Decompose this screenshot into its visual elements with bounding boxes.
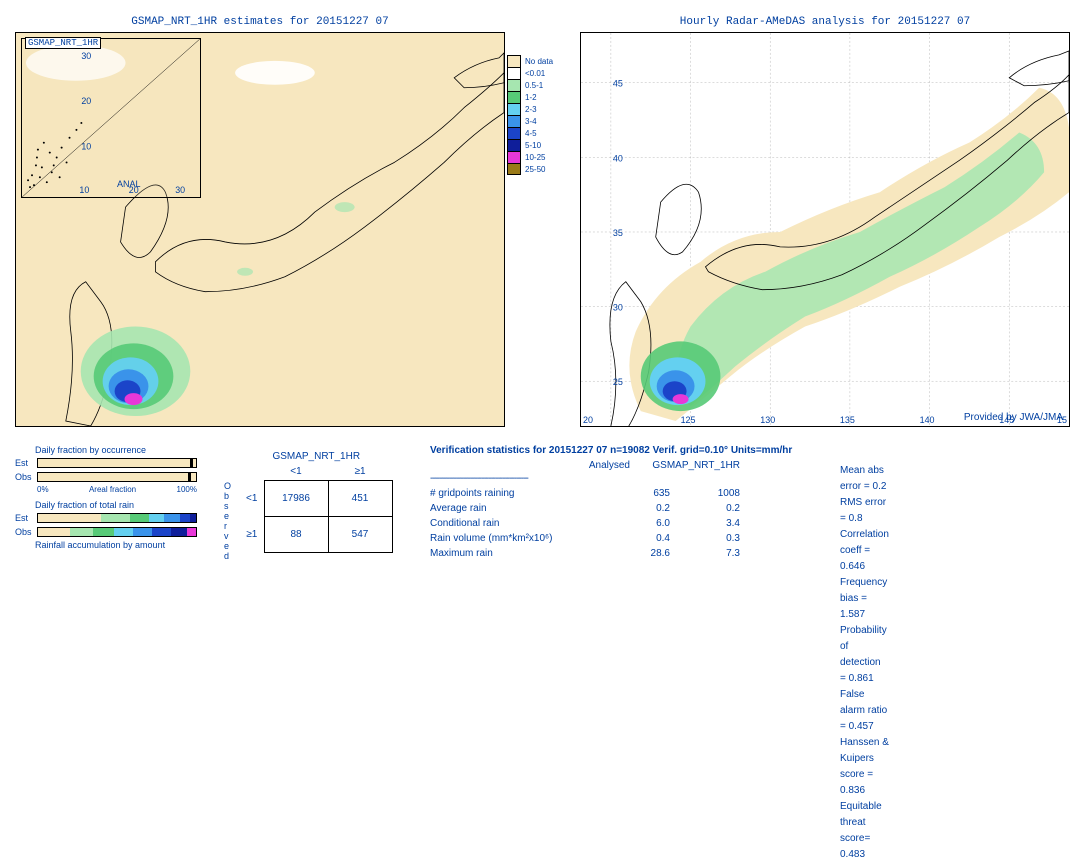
right-panel-title: Hourly Radar-AMeDAS analysis for 2015122… xyxy=(580,16,1070,28)
side-stat-line: Equitable threat score= 0.483 xyxy=(840,799,889,863)
side-stat-line: False alarm ratio = 0.457 xyxy=(840,687,889,735)
stats-row: # gridpoints raining6351008 xyxy=(430,486,792,501)
bar-s1-est xyxy=(37,458,197,468)
stats-row: Average rain0.20.2 xyxy=(430,501,792,516)
bar-label-obs: Obs xyxy=(15,472,37,482)
left-panel-title: GSMAP_NRT_1HR estimates for 20151227 07 xyxy=(15,16,505,28)
contingency-table: GSMAP_NRT_1HR <1 ≥1 <1 17986 451 ≥1 88 5… xyxy=(240,451,393,553)
svg-text:45: 45 xyxy=(613,79,623,89)
svg-text:20: 20 xyxy=(583,415,593,425)
color-legend: No data<0.010.5-11-22-33-44-55-1010-2525… xyxy=(507,55,571,175)
bar-title-2: Daily fraction of total rain xyxy=(35,500,215,510)
ct-cell: 547 xyxy=(328,516,392,552)
side-stat-line: Hanssen & Kuipers score = 0.836 xyxy=(840,735,889,799)
bar-label-est: Est xyxy=(15,458,37,468)
legend-row: No data xyxy=(507,55,571,67)
stats-title: Verification statistics for 20151227 07 … xyxy=(430,445,792,456)
inset-label: GSMAP_NRT_1HR xyxy=(25,37,101,49)
svg-text:135: 135 xyxy=(840,415,855,425)
bar-s1-obs xyxy=(37,472,197,482)
side-stats: Mean abs error = 0.2RMS error = 0.8Corre… xyxy=(840,463,889,863)
bar-s2-est xyxy=(37,513,197,523)
svg-text:40: 40 xyxy=(613,153,623,163)
right-map: 45 40 35 30 25 20 125 130 135 140 145 15… xyxy=(580,32,1070,427)
bar-axis-1: 0% Areal fraction 100% xyxy=(37,485,197,494)
svg-text:140: 140 xyxy=(920,415,935,425)
legend-row: 25-50 xyxy=(507,163,571,175)
svg-text:30: 30 xyxy=(613,303,623,313)
observed-vertical-label: Observed xyxy=(224,481,231,561)
ct-cell: 17986 xyxy=(264,480,328,516)
svg-text:10: 10 xyxy=(79,185,89,195)
left-map-inset: GSMAP_NRT_1HR 30 20 10 10 20 30 ANAL xyxy=(21,38,201,198)
legend-row: 4-5 xyxy=(507,127,571,139)
bar-section: Daily fraction by occurrence Est Obs 0% … xyxy=(15,445,215,552)
legend-row: 10-25 xyxy=(507,151,571,163)
svg-text:10: 10 xyxy=(81,142,91,152)
ct-cell: 88 xyxy=(264,516,328,552)
legend-row: 5-10 xyxy=(507,139,571,151)
legend-row: 0.5-1 xyxy=(507,79,571,91)
inset-anal: ANAL xyxy=(117,179,141,189)
accum-label: Rainfall accumulation by amount xyxy=(35,540,215,550)
left-map: GSMAP_NRT_1HR 30 20 10 10 20 30 ANAL xyxy=(15,32,505,427)
legend-row: <0.01 xyxy=(507,67,571,79)
stats-row: Maximum rain28.67.3 xyxy=(430,546,792,561)
svg-text:20: 20 xyxy=(81,96,91,106)
side-stat-line: RMS error = 0.8 xyxy=(840,495,889,527)
side-stat-line: Frequency bias = 1.587 xyxy=(840,575,889,623)
bar-title-1: Daily fraction by occurrence xyxy=(35,445,215,455)
legend-row: 3-4 xyxy=(507,115,571,127)
stats-row: Rain volume (mm*km²x10⁶)0.40.3 xyxy=(430,531,792,546)
bar-s2-obs xyxy=(37,527,197,537)
stats-block: Verification statistics for 20151227 07 … xyxy=(430,445,792,561)
ct-cell: 451 xyxy=(328,480,392,516)
legend-row: 1-2 xyxy=(507,91,571,103)
svg-text:35: 35 xyxy=(613,228,623,238)
side-stat-line: Mean abs error = 0.2 xyxy=(840,463,889,495)
side-stat-line: Probability of detection = 0.861 xyxy=(840,623,889,687)
svg-text:125: 125 xyxy=(681,415,696,425)
stats-row: Conditional rain6.03.4 xyxy=(430,516,792,531)
svg-text:30: 30 xyxy=(175,185,185,195)
legend-row: 2-3 xyxy=(507,103,571,115)
svg-text:30: 30 xyxy=(81,51,91,61)
svg-text:130: 130 xyxy=(760,415,775,425)
side-stat-line: Correlation coeff = 0.646 xyxy=(840,527,889,575)
svg-text:25: 25 xyxy=(613,377,623,387)
attribution: Provided by JWA/JMA xyxy=(964,412,1063,423)
